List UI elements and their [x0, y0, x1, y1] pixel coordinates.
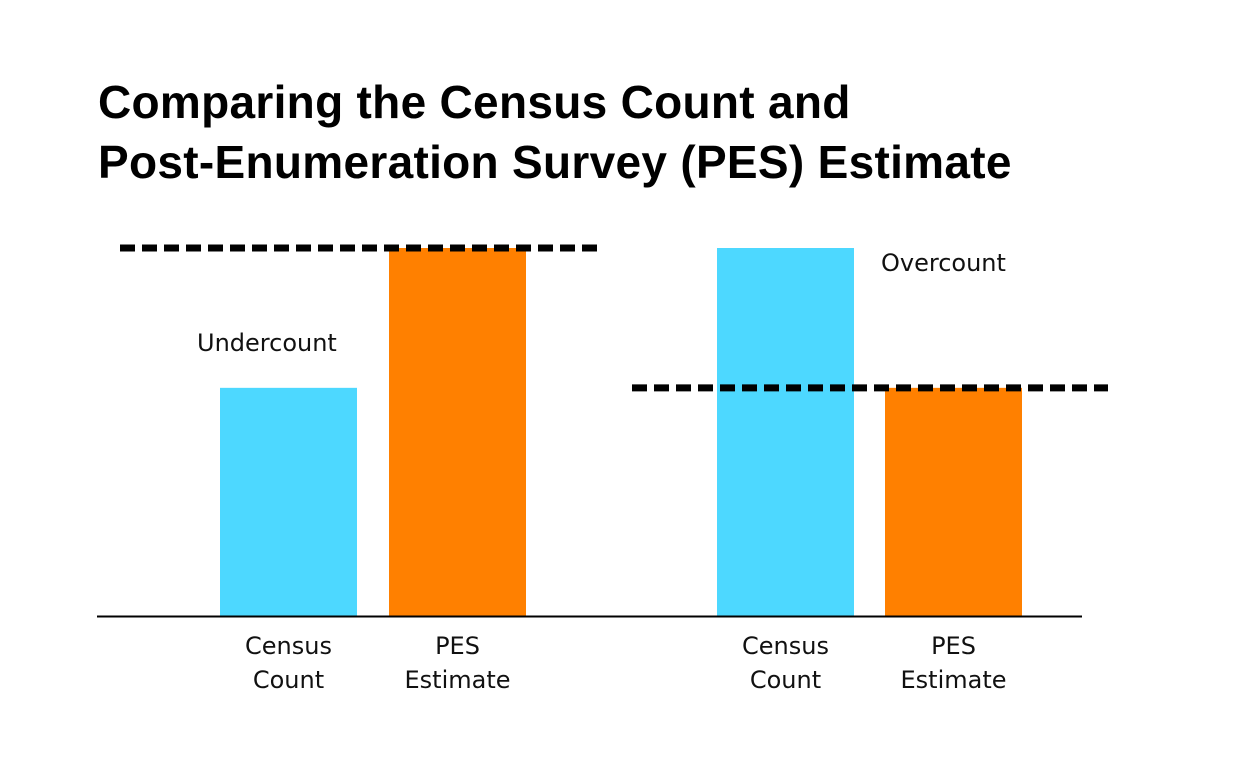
annotation-overcount: Overcount: [881, 249, 1006, 277]
chart-title: Comparing the Census Count and Post-Enum…: [98, 72, 1012, 192]
x-tick-label: PES: [435, 632, 480, 660]
chart-title-line-2: Post-Enumeration Survey (PES) Estimate: [98, 136, 1012, 188]
x-tick-label: Count: [750, 666, 821, 694]
x-tick-label: PES: [931, 632, 976, 660]
annotation-undercount: Undercount: [197, 329, 337, 357]
x-tick-label: Census: [245, 632, 332, 660]
bar-census-count: [220, 387, 357, 616]
x-tick-label: Estimate: [900, 666, 1006, 694]
x-tick-label: Estimate: [404, 666, 510, 694]
bar-census-count: [717, 248, 854, 616]
x-tick-label: Census: [742, 632, 829, 660]
chart-title-line-1: Comparing the Census Count and: [98, 76, 851, 128]
bar-pes-estimate: [885, 387, 1022, 616]
bar-pes-estimate: [389, 248, 526, 616]
x-tick-label: Count: [253, 666, 324, 694]
